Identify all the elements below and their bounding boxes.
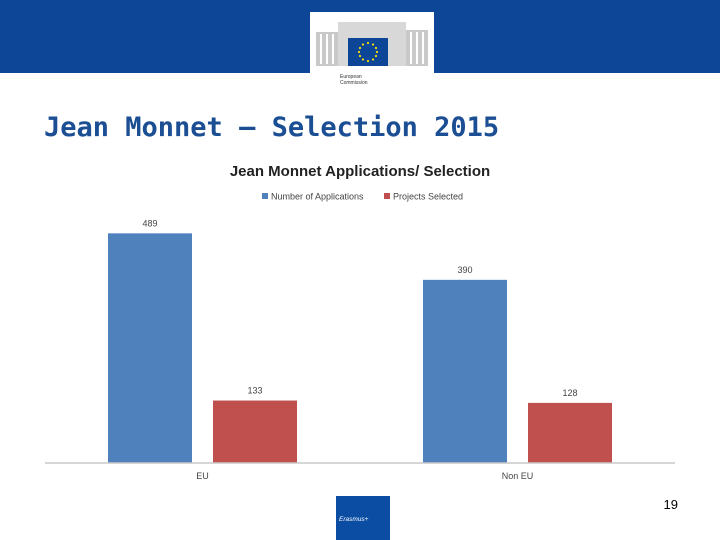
legend-label: Projects Selected bbox=[393, 192, 463, 202]
legend-swatch bbox=[384, 193, 390, 199]
bar bbox=[528, 402, 612, 463]
slide-title: Jean Monnet – Selection 2015 bbox=[44, 112, 500, 143]
legend-label: Number of Applications bbox=[271, 192, 364, 202]
chart-title: Jean Monnet Applications/ Selection bbox=[230, 163, 490, 180]
bar-value-label: 390 bbox=[457, 265, 472, 275]
page-number: 19 bbox=[663, 497, 678, 512]
x-tick-label: EU bbox=[196, 471, 209, 481]
erasmus-plus-logo: Erasmus+ bbox=[336, 496, 390, 540]
bar-chart: Jean Monnet Applications/ Selection Numb… bbox=[45, 163, 675, 481]
chart-legend: Number of Applications Projects Selected bbox=[262, 192, 463, 202]
bar-value-label: 128 bbox=[562, 388, 577, 398]
bar-value-label: 133 bbox=[247, 386, 262, 396]
european-commission-label: European Commission bbox=[340, 74, 368, 86]
bar bbox=[108, 233, 192, 463]
legend-swatch bbox=[262, 193, 268, 199]
x-tick-label: Non EU bbox=[502, 471, 534, 481]
bar bbox=[213, 400, 297, 463]
european-commission-logo: European Commission bbox=[310, 12, 434, 96]
erasmus-plus-label: Erasmus+ bbox=[339, 516, 369, 523]
bar bbox=[423, 279, 507, 463]
commission-building-icon bbox=[316, 22, 428, 66]
chart-bars: 489 133 EU 390 128 Non EU bbox=[108, 218, 612, 481]
bar-value-label: 489 bbox=[142, 218, 157, 228]
